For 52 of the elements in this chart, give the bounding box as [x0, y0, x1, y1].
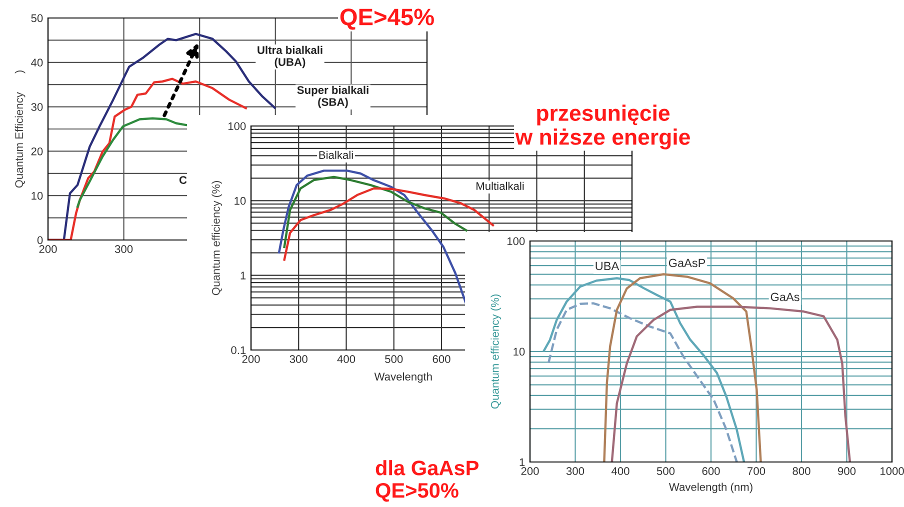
x-tick-label: 200: [242, 355, 260, 364]
annotation: GaAs: [770, 292, 800, 302]
y-tick-label: 100: [507, 237, 525, 246]
y-tick-label: 0: [37, 236, 43, 244]
line-series: [278, 170, 468, 306]
annotation: UBA: [596, 262, 620, 270]
x-tick-label: 400: [611, 467, 630, 476]
y-axis-title: Quantum efficiency (%): [212, 181, 222, 296]
x-tick-label: 300: [290, 355, 308, 364]
x-tick-label: 1000: [880, 467, 904, 476]
annotation: Ultra bialkali (UBA): [258, 46, 322, 68]
line-series: [610, 306, 852, 462]
line-series: [603, 273, 762, 462]
x-tick-label: 800: [792, 467, 810, 476]
annotation: C: [179, 176, 187, 184]
y-axis-title: Quantum Efficiency ): [14, 70, 26, 188]
line-series: [76, 117, 188, 208]
annotation: Super bialkali (SBA): [297, 86, 368, 108]
annotation: QE>45%: [340, 8, 434, 30]
x-axis-title: Wavelength: [374, 372, 432, 383]
x-tick-label: 300: [566, 467, 584, 476]
x-tick-label: 500: [656, 467, 675, 476]
x-tick-label: 400: [337, 355, 356, 364]
y-tick-label: 40: [31, 58, 43, 67]
annotation: Multialkali: [476, 182, 524, 190]
y-tick-label: 30: [31, 103, 43, 111]
text: dla GaAsP QE>50%: [376, 460, 478, 502]
y-tick-label: 50: [31, 14, 43, 22]
x-tick-label: 200: [39, 245, 57, 254]
y-tick-label: 10: [32, 192, 43, 200]
x-tick-label: 600: [702, 467, 720, 476]
y-tick-label: 10: [234, 196, 246, 205]
x-tick-label: 700: [748, 467, 766, 476]
x-axis-title: Wavelength (nm): [668, 482, 752, 494]
y-tick-label: 100: [228, 122, 246, 130]
x-tick-label: 900: [838, 467, 856, 476]
y-tick-label: 1: [240, 272, 246, 280]
annotation: przesunięcie w niższe energie: [515, 104, 690, 150]
x-tick-label: 500: [385, 355, 403, 364]
x-tick-label: 200: [521, 467, 539, 476]
y-tick-label: 20: [31, 147, 43, 156]
y-tick-label: 0.1: [231, 346, 246, 354]
line-series: [547, 302, 738, 462]
line-series: [542, 277, 746, 462]
y-axis-title: Quantum efficiency (%): [490, 294, 502, 409]
x-tick-label: 300: [114, 245, 133, 254]
y-tick-label: 10: [514, 348, 525, 356]
y-tick-label: 1: [520, 458, 525, 466]
line-series: [283, 176, 468, 248]
x-tick-label: 600: [432, 355, 450, 364]
annotation: GaAsP: [668, 258, 706, 268]
annotation: Bialkali: [319, 150, 353, 159]
